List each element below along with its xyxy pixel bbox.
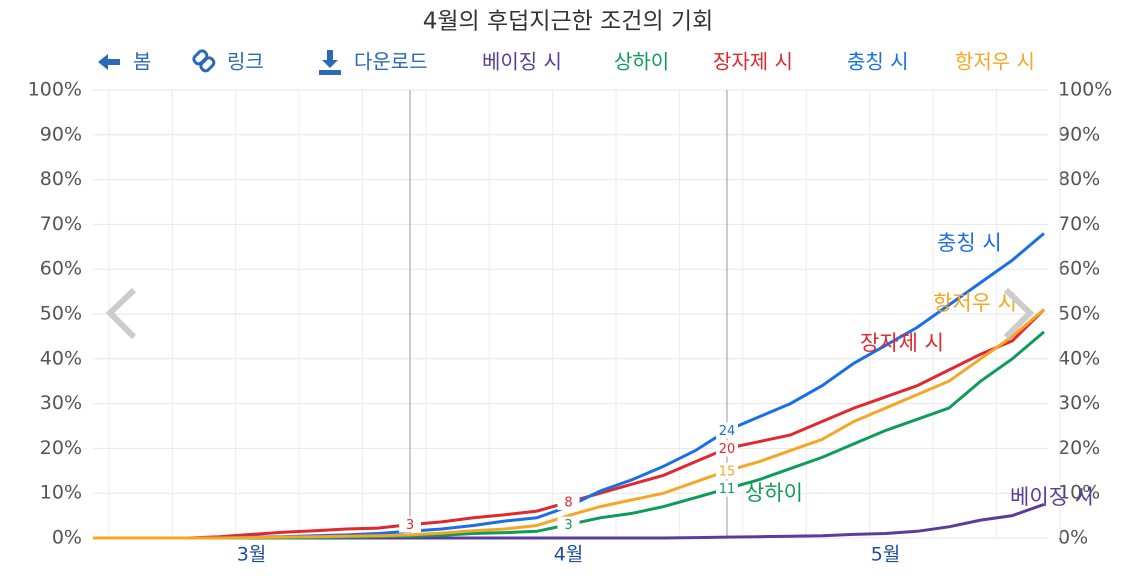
data-label-bg	[716, 480, 738, 497]
series-line	[93, 308, 1045, 540]
y-tick-label: 10%	[40, 482, 82, 504]
y-tick-label: 0%	[52, 527, 82, 549]
legend-entry: 장자제 시	[713, 50, 793, 74]
data-label-bg	[716, 422, 738, 439]
y-tick-label: 80%	[40, 168, 82, 190]
back-button[interactable]: 봄	[133, 50, 151, 74]
y-tick-label: 60%	[40, 258, 82, 280]
chart-title: 4월의 후덥지근한 조건의 기회	[423, 9, 714, 35]
data-label-bg	[557, 516, 580, 533]
data-label: 15	[719, 464, 736, 479]
y2-tick-label: 40%	[1058, 347, 1100, 369]
prev-arrow[interactable]	[105, 287, 137, 340]
series-end-label: 베이징 시	[1010, 485, 1094, 509]
y2-tick-label: 10%	[1058, 482, 1100, 504]
series-end-label: 상하이	[745, 481, 803, 505]
data-label-bg	[716, 440, 738, 457]
data-label-bg	[716, 462, 738, 479]
legend-entry: 항저우 시	[955, 50, 1035, 74]
toolbar: 봄 링크 다운로드	[98, 49, 428, 75]
y-tick-label: 40%	[40, 347, 82, 369]
link-button[interactable]: 링크	[227, 50, 264, 74]
y-tick-label: 70%	[40, 213, 82, 235]
x-tick-label: 4월	[554, 544, 584, 566]
series-end-label: 충칭 시	[937, 231, 1002, 255]
download-icon[interactable]	[319, 50, 341, 75]
y2-tick-label: 50%	[1058, 303, 1100, 325]
y-tick-label: 30%	[40, 392, 82, 414]
legend-entry: 상하이	[614, 50, 669, 74]
y-tick-label: 90%	[40, 123, 82, 145]
y-tick-label: 50%	[40, 303, 82, 325]
data-label-bg	[557, 494, 580, 511]
data-label: 3	[564, 518, 572, 533]
y2-tick-label: 80%	[1058, 168, 1100, 190]
data-label-bg	[399, 516, 421, 533]
y2-tick-label: 100%	[1058, 79, 1112, 101]
download-button[interactable]: 다운로드	[354, 50, 428, 74]
x-tick-label: 3월	[237, 544, 267, 566]
data-label: 20	[719, 442, 736, 457]
x-tick-label: 5월	[871, 544, 901, 566]
y2-tick-label: 70%	[1058, 213, 1100, 235]
data-label: 8	[564, 496, 572, 511]
y-tick-label: 100%	[28, 79, 82, 101]
legend-entry: 베이징 시	[482, 50, 562, 74]
y2-tick-label: 0%	[1058, 527, 1088, 549]
y2-tick-label: 90%	[1058, 123, 1100, 145]
y-tick-label: 20%	[40, 437, 82, 459]
back-icon[interactable]	[98, 54, 120, 70]
data-label: 24	[719, 424, 736, 439]
series-end-label: 항저우 시	[933, 291, 1017, 315]
legend-entry: 충칭 시	[847, 50, 909, 74]
data-label: 11	[719, 482, 736, 497]
y2-tick-label: 60%	[1058, 258, 1100, 280]
series-end-label: 장자제 시	[860, 331, 944, 355]
y2-tick-label: 30%	[1058, 392, 1100, 414]
next-arrow[interactable]	[1003, 287, 1035, 340]
y2-tick-label: 20%	[1058, 437, 1100, 459]
data-label: 3	[406, 518, 414, 533]
link-icon[interactable]	[192, 49, 216, 73]
